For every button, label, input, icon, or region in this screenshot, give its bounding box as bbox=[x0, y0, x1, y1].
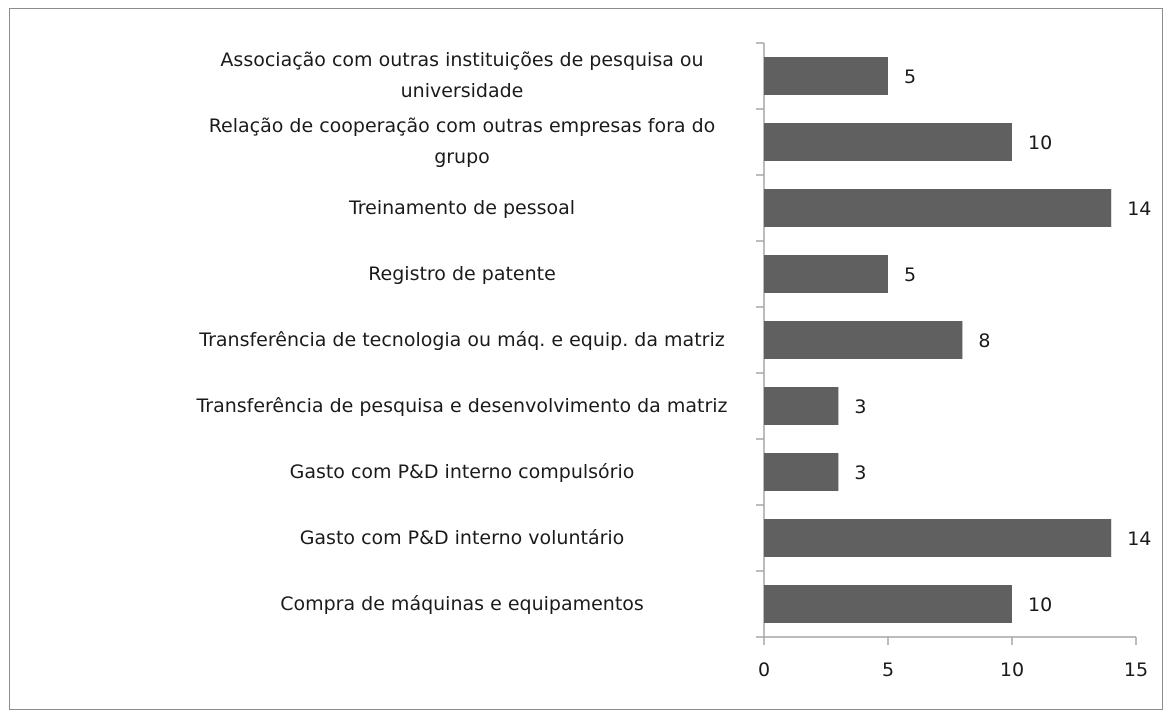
category-label: Registro de patente bbox=[368, 262, 556, 285]
bar bbox=[764, 321, 963, 359]
bar bbox=[764, 519, 1112, 557]
value-label: 5 bbox=[904, 264, 916, 286]
x-tick-label: 15 bbox=[1124, 659, 1148, 681]
bar bbox=[764, 387, 839, 425]
value-label: 14 bbox=[1127, 528, 1151, 550]
value-label: 8 bbox=[978, 330, 990, 352]
value-label: 3 bbox=[854, 396, 866, 418]
value-label: 10 bbox=[1028, 132, 1052, 154]
value-label: 3 bbox=[854, 462, 866, 484]
category-label: Transferência de tecnologia ou máq. e eq… bbox=[199, 328, 725, 351]
category-label: Treinamento de pessoal bbox=[348, 196, 576, 219]
value-label: 10 bbox=[1028, 594, 1052, 616]
x-tick-label: 10 bbox=[1000, 659, 1024, 681]
category-label: Compra de máquinas e equipamentos bbox=[280, 592, 644, 615]
bar bbox=[764, 255, 888, 293]
category-label: Gasto com P&D interno voluntário bbox=[299, 526, 625, 549]
category-label: Associação com outras instituições de pe… bbox=[220, 49, 704, 102]
x-tick-label: 0 bbox=[758, 659, 770, 681]
bar bbox=[764, 123, 1012, 161]
value-label: 14 bbox=[1127, 198, 1151, 220]
bar bbox=[764, 453, 839, 491]
bar bbox=[764, 585, 1012, 623]
bar bbox=[764, 57, 888, 95]
category-label: Gasto com P&D interno compulsório bbox=[289, 460, 635, 483]
value-label: 5 bbox=[904, 66, 916, 88]
category-label: Relação de cooperação com outras empresa… bbox=[208, 115, 716, 168]
bar bbox=[764, 189, 1112, 227]
x-tick-label: 5 bbox=[882, 659, 894, 681]
category-label: Transferência de pesquisa e desenvolvime… bbox=[196, 394, 728, 417]
